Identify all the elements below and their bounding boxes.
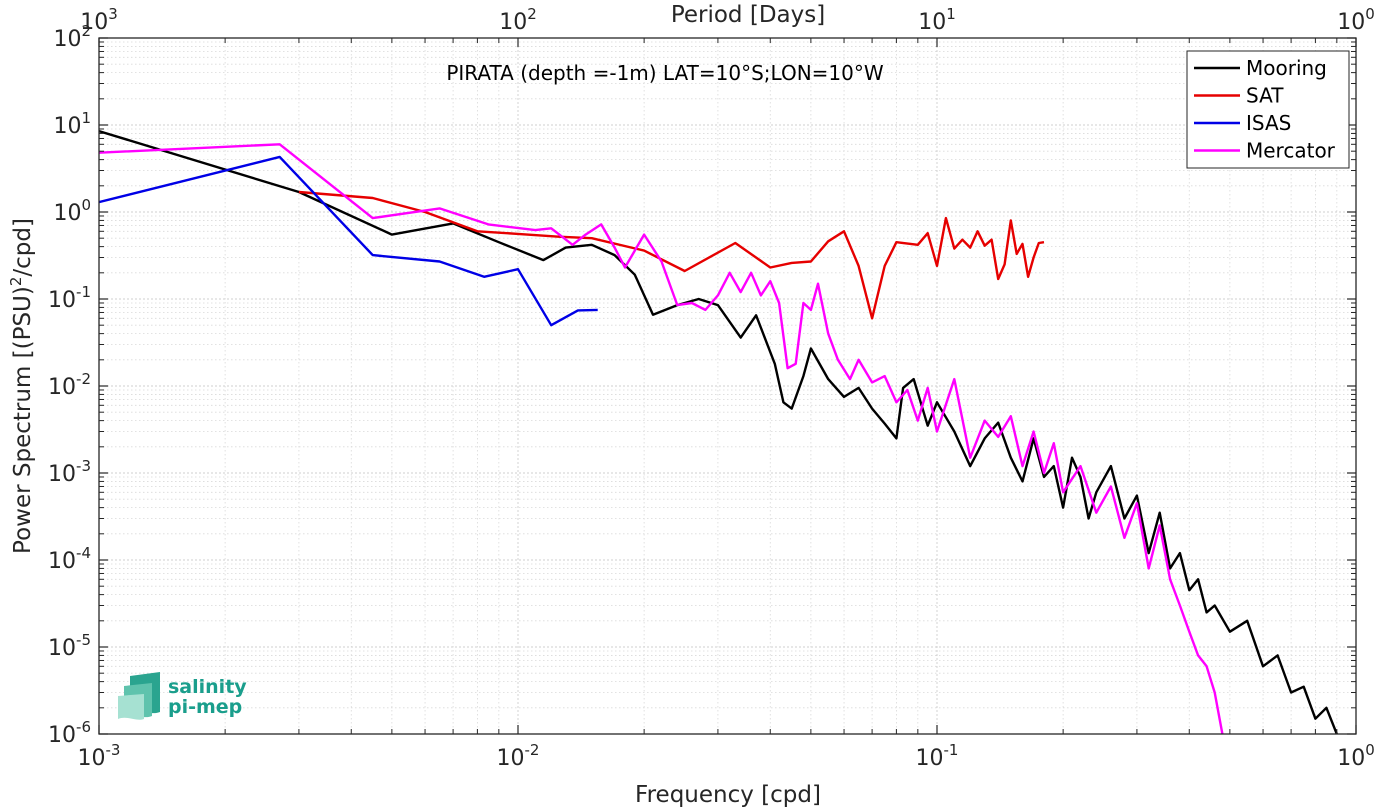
y-tick-label-base: 10 — [48, 462, 76, 487]
y-tick-label: 10-5 — [48, 631, 91, 661]
y-tick-label: 10-3 — [48, 457, 91, 487]
top-tick-label-base: 10 — [499, 10, 527, 35]
x-tick-label-base: 10 — [916, 746, 944, 771]
series-line-isas — [99, 155, 598, 327]
salinity-pi-mep-logo: salinity pi-mep — [118, 672, 247, 720]
top-tick-label: 100 — [1337, 5, 1375, 35]
legend-entries: Mooring SAT ISAS Mercator — [1194, 56, 1336, 163]
tick-marks — [98, 37, 1357, 735]
top-tick-label-exponent: 2 — [527, 5, 537, 23]
y-tick-label-exponent: 2 — [81, 22, 91, 40]
top-tick-label: 103 — [80, 5, 118, 35]
y-tick-label-base: 10 — [48, 723, 76, 748]
legend-box — [1186, 50, 1350, 169]
x-tick-label-base: 10 — [1337, 746, 1365, 771]
y-axis-label-tail: /cpd] — [10, 218, 36, 277]
top-tick-label: 101 — [918, 5, 956, 35]
y-tick-label-base: 10 — [48, 375, 76, 400]
y-tick-label-base: 10 — [53, 201, 81, 226]
y-tick-label: 100 — [53, 196, 91, 226]
series-line-mercator — [99, 143, 1224, 734]
y-tick-label-exponent: 0 — [81, 196, 91, 214]
y-tick-label: 10-4 — [48, 544, 91, 574]
x-tick-label-base: 10 — [497, 746, 525, 771]
series-layer — [99, 129, 1338, 734]
y-tick-label: 10-6 — [48, 718, 91, 748]
y-tick-label: 101 — [53, 109, 91, 139]
x-tick-label-exponent: -2 — [525, 741, 540, 759]
y-axis-label: Power Spectrum [(PSU)2/cpd] — [7, 218, 36, 554]
x-tick-label: 10-2 — [497, 741, 540, 771]
x-tick-label: 10-3 — [78, 741, 121, 771]
logo-text-pi-mep: pi-mep — [168, 696, 242, 718]
top-axis-label: Period [Days] — [671, 2, 825, 28]
legend: Mooring SAT ISAS Mercator — [1186, 50, 1350, 169]
x-tick-label: 10-1 — [916, 741, 959, 771]
x-tick-label-base: 10 — [78, 746, 106, 771]
y-tick-label-exponent: -2 — [76, 370, 91, 388]
top-tick-label-base: 10 — [80, 10, 108, 35]
y-tick-label-exponent: -4 — [76, 544, 91, 562]
y-tick-label-base: 10 — [48, 288, 76, 313]
y-tick-label: 102 — [53, 22, 91, 52]
x-tick-label-exponent: 0 — [1365, 741, 1375, 759]
y-axis-label-sup: 2 — [7, 277, 25, 287]
top-tick-label-exponent: 3 — [108, 5, 118, 23]
y-tick-label-exponent: 1 — [81, 109, 91, 127]
y-tick-label: 10-1 — [48, 283, 91, 313]
x-tick-label: 100 — [1337, 741, 1375, 771]
y-tick-label-base: 10 — [48, 636, 76, 661]
y-tick-label-exponent: -1 — [76, 283, 91, 301]
top-tick-label-exponent: 1 — [946, 5, 956, 23]
y-tick-label-base: 10 — [53, 27, 81, 52]
major-grid — [98, 37, 1357, 735]
legend-label-mercator: Mercator — [1246, 139, 1336, 163]
logo-wave-front — [118, 694, 144, 720]
series-line-mooring — [99, 129, 1338, 734]
y-tick-label-exponent: -3 — [76, 457, 91, 475]
chart-title: PIRATA (depth =-1m) LAT=10°S;LON=10°W — [446, 61, 884, 85]
logo-text-salinity: salinity — [168, 676, 247, 698]
y-tick-label-base: 10 — [53, 114, 81, 139]
y-tick-label: 10-2 — [48, 370, 91, 400]
top-tick-label-exponent: 0 — [1365, 5, 1375, 23]
top-tick-label-base: 10 — [1337, 10, 1365, 35]
series-line-sat — [298, 190, 1045, 320]
top-tick-label-base: 10 — [918, 10, 946, 35]
legend-label-isas: ISAS — [1246, 111, 1291, 135]
x-axis-label: Frequency [cpd] — [635, 782, 821, 808]
legend-label-mooring: Mooring — [1246, 56, 1327, 80]
y-tick-label-exponent: -5 — [76, 631, 91, 649]
top-tick-label: 102 — [499, 5, 537, 35]
y-axis-label-main: Power Spectrum [(PSU) — [10, 286, 36, 554]
x-tick-label-exponent: -3 — [106, 741, 121, 759]
legend-label-sat: SAT — [1246, 84, 1284, 108]
y-tick-label-exponent: -6 — [76, 718, 91, 736]
x-tick-label-exponent: -1 — [944, 741, 959, 759]
y-tick-label-base: 10 — [48, 549, 76, 574]
